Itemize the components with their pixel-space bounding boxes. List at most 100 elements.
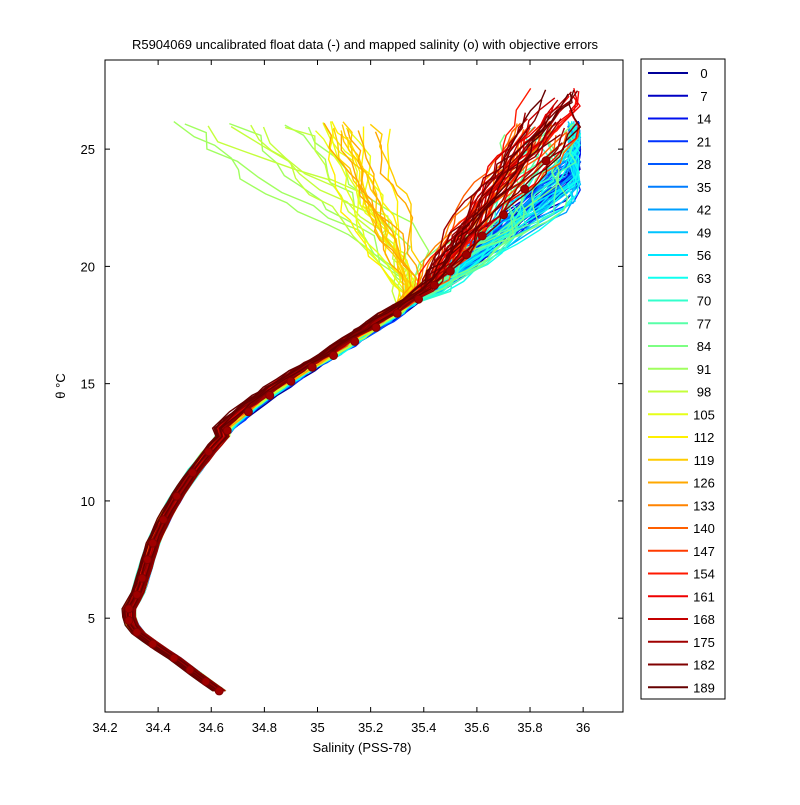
profile-trace-98 xyxy=(124,126,405,692)
y-tick-label: 25 xyxy=(81,142,95,157)
profile-trace-147 xyxy=(128,126,524,692)
profile-trace-119 xyxy=(126,124,408,692)
legend-label-112: 112 xyxy=(694,430,715,445)
profile-trace-189 xyxy=(122,116,550,692)
profile-trace-91 xyxy=(124,123,408,692)
legend-label-49: 49 xyxy=(697,225,711,240)
mapped-salinity-marker xyxy=(188,468,198,478)
mapped-salinity-marker xyxy=(461,250,471,260)
profile-trace-126 xyxy=(134,130,424,692)
legend-label-0: 0 xyxy=(700,66,707,81)
x-tick-label: 34.2 xyxy=(92,720,117,735)
mapped-salinity-marker xyxy=(371,322,381,332)
x-tick-label: 35.4 xyxy=(411,720,436,735)
legend-label-42: 42 xyxy=(697,203,711,218)
y-tick-label: 10 xyxy=(81,494,95,509)
legend-label-126: 126 xyxy=(693,476,715,491)
mapped-salinity-marker xyxy=(158,515,168,525)
profile-trace-105 xyxy=(124,130,405,692)
profile-trace-63 xyxy=(132,124,580,692)
legend-label-182: 182 xyxy=(693,658,715,673)
y-tick-label: 5 xyxy=(88,611,95,626)
mapped-salinity-marker xyxy=(392,308,402,318)
profile-trace-189 xyxy=(126,89,582,692)
legend-label-7: 7 xyxy=(700,89,707,104)
legend-label-56: 56 xyxy=(697,248,711,263)
x-tick-label: 35 xyxy=(310,720,324,735)
profile-trace-56 xyxy=(123,123,581,692)
y-axis-ticks: 5 10 15 20 25 xyxy=(81,142,623,626)
legend-label-21: 21 xyxy=(697,134,711,149)
mapped-salinity-marker xyxy=(414,294,423,304)
mapped-salinity-marker xyxy=(445,266,455,276)
plot-area-frame xyxy=(104,59,624,713)
profile-trace-7 xyxy=(124,121,582,692)
x-axis-ticks: 34.2 34.4 34.6 34.8 35 35.2 35.4 35.6 35.8 36 xyxy=(92,60,590,735)
mapped-salinity-marker xyxy=(214,686,224,696)
profile-trace-84 xyxy=(123,134,524,692)
x-tick-label: 34.6 xyxy=(199,720,224,735)
y-tick-label: 20 xyxy=(81,259,95,274)
x-tick-label: 34.4 xyxy=(145,720,170,735)
mapped-salinity-marker xyxy=(350,336,360,346)
y-axis-label: θ °C xyxy=(53,373,68,398)
x-axis-label: Salinity (PSS-78) xyxy=(313,740,412,755)
profile-trace-49 xyxy=(132,124,580,692)
mapped-salinity-marker xyxy=(132,590,142,600)
mapped-salinity-marker xyxy=(148,538,158,548)
legend-label-70: 70 xyxy=(697,294,711,309)
profile-trace-119 xyxy=(132,123,423,692)
mapped-salinity-marker xyxy=(329,351,338,360)
legend-label-105: 105 xyxy=(693,407,715,422)
profile-traces xyxy=(121,88,582,696)
legend-box xyxy=(640,58,726,700)
mapped-salinity-marker xyxy=(541,156,551,166)
mapped-salinity-marker xyxy=(201,677,211,686)
mapped-salinity-marker xyxy=(307,362,317,372)
legend-label-147: 147 xyxy=(693,544,715,559)
mapped-salinity-marker xyxy=(124,616,134,625)
mapped-salinity-marker xyxy=(169,653,179,663)
legend-label-140: 140 xyxy=(693,521,715,536)
mapped-salinity-marker xyxy=(137,573,147,583)
x-tick-label: 35.6 xyxy=(464,720,489,735)
profile-trace-112 xyxy=(132,136,411,692)
mapped-salinity-marker xyxy=(286,376,296,386)
mapped-salinity-marker xyxy=(132,627,142,637)
mapped-salinity-marker xyxy=(520,184,530,194)
legend-label-77: 77 xyxy=(697,316,711,331)
x-tick-label: 36 xyxy=(576,720,590,735)
profile-trace-112 xyxy=(125,128,401,692)
mapped-salinity-marker xyxy=(185,665,195,675)
legend-label-35: 35 xyxy=(697,180,711,195)
profile-trace-91 xyxy=(131,121,419,692)
legend-label-91: 91 xyxy=(697,362,711,377)
profile-trace-168 xyxy=(127,100,571,692)
legend-label-84: 84 xyxy=(697,339,711,354)
legend-label-63: 63 xyxy=(697,271,711,286)
mapped-salinity-marker xyxy=(222,426,232,436)
chart-title: R5904069 uncalibrated float data (-) and… xyxy=(132,37,599,52)
y-tick-label: 15 xyxy=(81,377,95,392)
profile-trace-189 xyxy=(121,89,547,692)
mapped-salinity-marker xyxy=(204,447,214,457)
mapped-salinity-marker xyxy=(477,231,487,241)
x-tick-label: 35.8 xyxy=(517,720,542,735)
mapped-salinity-marker xyxy=(499,210,508,220)
legend-label-154: 154 xyxy=(693,567,715,582)
mapped-salinity-marker xyxy=(143,555,152,565)
legend-label-189: 189 xyxy=(693,680,715,695)
mapped-salinity-marker xyxy=(172,491,182,501)
mapped-salinity-marker xyxy=(265,390,275,400)
legend-label-168: 168 xyxy=(693,612,715,627)
mapped-salinity-marker xyxy=(429,280,439,290)
profile-trace-175 xyxy=(131,112,526,692)
legend-label-28: 28 xyxy=(697,157,711,172)
legend-label-14: 14 xyxy=(697,112,711,127)
legend-label-98: 98 xyxy=(697,385,711,400)
profile-trace-14 xyxy=(123,124,582,692)
mapped-salinity-marker xyxy=(243,407,253,417)
mapped-salinity-marker xyxy=(124,604,134,614)
legend-label-161: 161 xyxy=(693,589,715,604)
